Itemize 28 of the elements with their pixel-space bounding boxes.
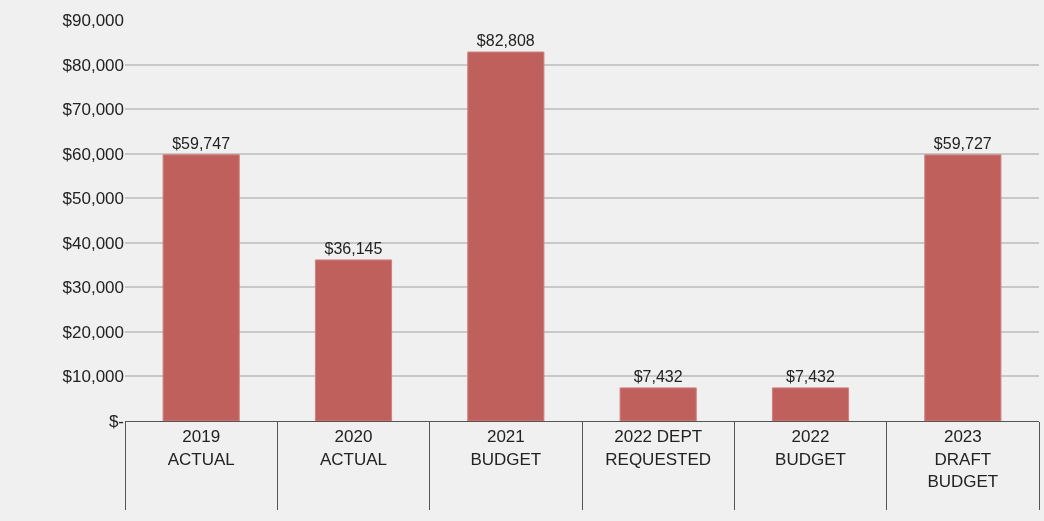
bar (619, 387, 697, 421)
x-tick-label: 2020 ACTUAL (319, 427, 388, 469)
bar (314, 259, 393, 421)
y-tick-label: $30,000 (62, 278, 124, 298)
x-tick-label: 2022 DEPT REQUESTED (605, 427, 712, 469)
y-tick-label: $- (108, 411, 124, 431)
bar (162, 154, 240, 421)
x-tick-label: 2021 BUDGET (470, 427, 542, 469)
data-label: $7,432 (785, 367, 836, 385)
data-label: $59,747 (172, 134, 231, 152)
bar (924, 154, 1002, 421)
bar (771, 387, 850, 421)
x-tick-label: 2019 ACTUAL (167, 427, 235, 469)
x-tick-label: 2023 DRAFT BUDGET (927, 427, 999, 491)
x-tick-label: 2022 BUDGET (775, 427, 846, 469)
y-tick-label: $40,000 (62, 233, 124, 253)
data-label: $7,432 (633, 367, 683, 385)
y-tick-label: $70,000 (62, 100, 124, 120)
y-tick-label: $60,000 (62, 144, 124, 164)
y-tick-label: $10,000 (62, 367, 124, 387)
y-tick-label: $90,000 (62, 10, 124, 30)
y-tick-label: $20,000 (62, 322, 124, 342)
data-label: $36,145 (324, 239, 383, 257)
y-tick-label: $50,000 (62, 189, 124, 209)
bar (467, 51, 545, 421)
data-label: $59,727 (933, 134, 992, 152)
y-tick-label: $80,000 (62, 55, 124, 75)
data-label: $82,808 (476, 32, 535, 50)
